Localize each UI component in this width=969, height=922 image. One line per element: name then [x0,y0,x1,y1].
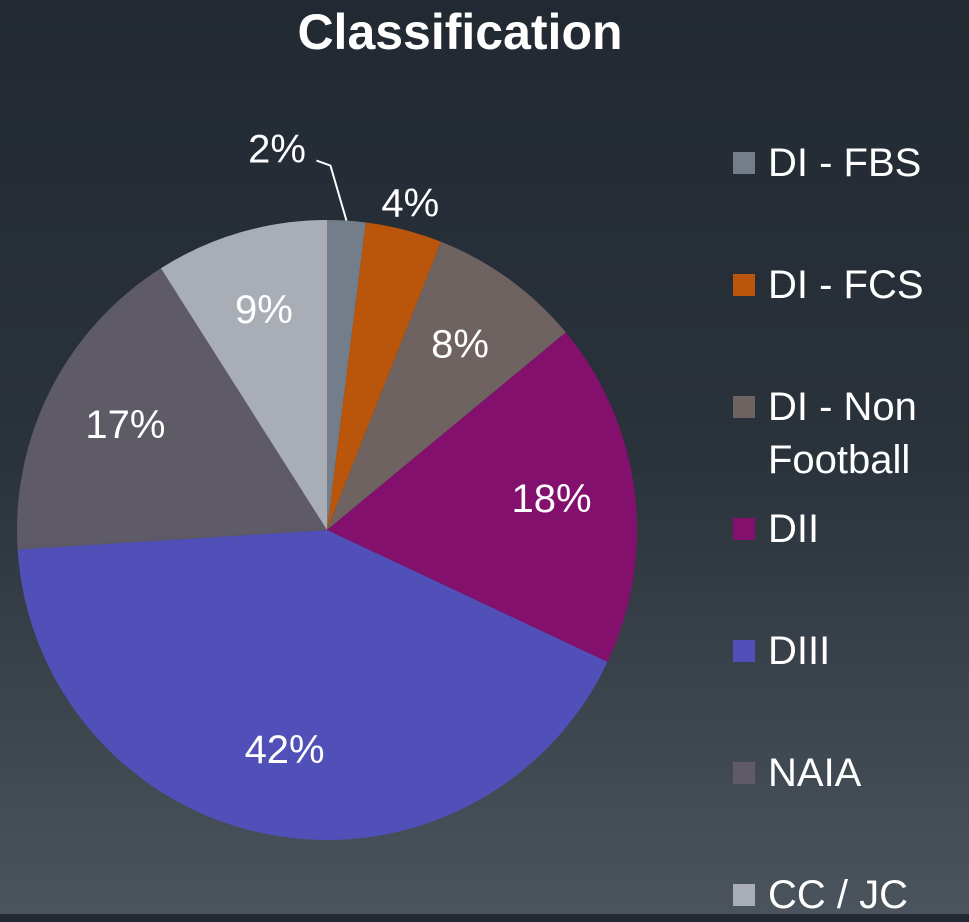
legend-item: DII [733,503,969,556]
legend-label: DI - Non Football [768,385,917,482]
pie-slice [16,268,327,550]
legend-item: DIII [733,625,969,678]
legend-swatch [733,274,755,296]
data-label: 2% [248,128,306,172]
data-label: 9% [235,288,293,332]
legend-swatch [733,884,755,906]
legend-swatch [733,762,755,784]
legend-item: DI - FBS [733,137,969,190]
legend-label: DII [768,507,820,551]
leader-line [316,159,348,221]
legend-label: DI - FCS [768,263,924,307]
data-label: 4% [381,181,439,225]
data-label: 18% [511,477,591,521]
legend-item: CC / JC [733,869,969,922]
legend-label: DI - FBS [768,141,922,185]
chart-title: Classification [297,4,622,60]
legend-swatch [733,640,755,662]
legend-item: NAIA [733,747,969,800]
pie-slice [327,220,366,530]
pie-slice [327,222,442,530]
legend-label: DIII [768,629,831,673]
data-label: 8% [431,322,489,366]
legend-swatch [733,396,755,418]
legend-item: DI - FCS [733,259,969,312]
pie-slice [160,220,327,530]
data-label: 42% [245,728,325,772]
legend-label: NAIA [768,751,862,795]
data-label: 17% [85,403,165,447]
legend-swatch [733,152,755,174]
legend-label: CC / JC [768,873,908,917]
legend-item: DI - Non Football [733,381,969,487]
pie-slice [327,241,566,530]
pie-slice [327,332,637,662]
legend-swatch [733,518,755,540]
pie-slice [17,530,608,840]
